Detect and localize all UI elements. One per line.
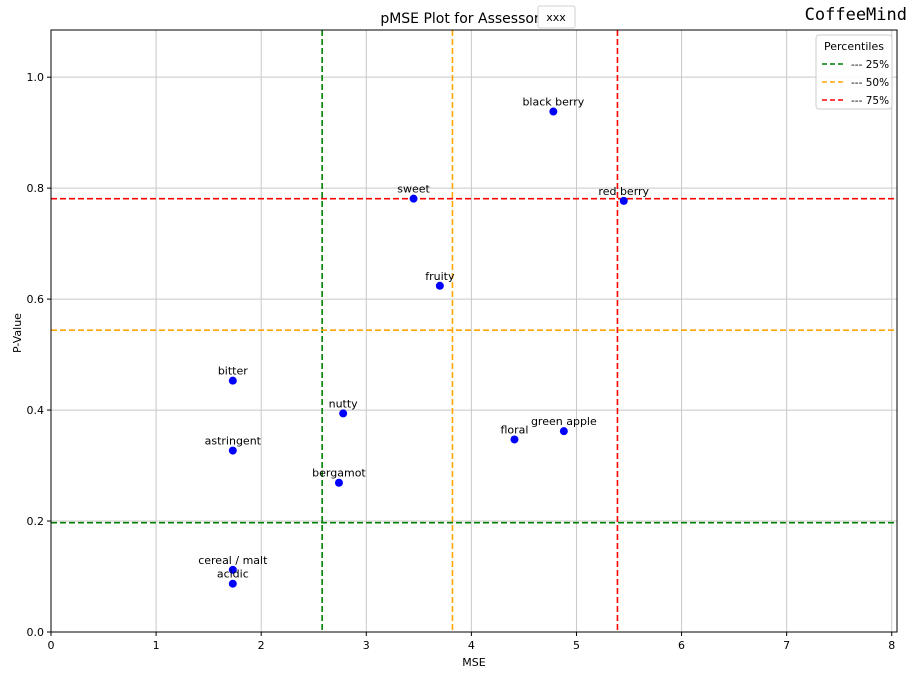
point-label-green-apple: green apple: [531, 415, 597, 428]
percentile-lines: [51, 30, 897, 632]
y-tick-label: 0.6: [27, 293, 45, 306]
point-label-nutty: nutty: [329, 397, 359, 410]
y-tick-label: 0.8: [27, 182, 45, 195]
x-tick-label: 8: [888, 639, 895, 652]
legend-title: Percentiles: [824, 40, 884, 53]
point-label-fruity: fruity: [425, 270, 455, 283]
x-tick-label: 0: [48, 639, 55, 652]
x-tick-label: 5: [573, 639, 580, 652]
point-red-berry: [619, 196, 628, 205]
legend-entry-25: --- 25%: [822, 59, 889, 71]
point-label-bergamot: bergamot: [312, 467, 366, 480]
x-tick-label: 1: [153, 639, 160, 652]
point-layer: black berry sweet red berry fruity bitter nut…: [198, 96, 650, 588]
legend-label-25: --- 25%: [851, 59, 889, 71]
point-nutty: [339, 409, 348, 418]
x-tick-label: 3: [363, 639, 370, 652]
point-label-black-berry: black berry: [522, 96, 584, 109]
x-tick-label: 7: [783, 639, 790, 652]
point-sweet: [409, 194, 418, 203]
point-label-sweet: sweet: [397, 183, 430, 196]
point-floral: [510, 435, 519, 444]
point-bitter: [228, 376, 237, 385]
y-axis-label: P-Value: [11, 313, 24, 353]
x-tick-label: 6: [678, 639, 685, 652]
point-label-red-berry: red berry: [598, 185, 649, 198]
brand-logo: CoffeeMind: [805, 5, 907, 25]
point-astringent: [228, 446, 237, 455]
point-label-bitter: bitter: [218, 365, 248, 378]
chart-title: pMSE Plot for Assessor: [380, 11, 540, 27]
legend-entry-75: --- 75%: [822, 95, 889, 107]
point-black-berry: [549, 107, 558, 116]
title-tag-box: [537, 5, 576, 29]
tick-layer: 0 1 2 3 4 5 6 7 8 0.0 0.2 0.4 0.6 0.8 1.0: [27, 71, 896, 652]
x-tick-label: 2: [258, 639, 265, 652]
point-label-acidic: acidic: [217, 568, 249, 581]
point-label-floral: floral: [500, 423, 528, 436]
point-fruity: [435, 281, 444, 290]
legend-entry-50: --- 50%: [822, 77, 889, 89]
y-tick-label: 0.2: [27, 515, 45, 528]
point-label-cereal-malt: cereal / malt: [198, 554, 268, 567]
point-label-astringent: astringent: [205, 435, 262, 448]
legend-label-50: --- 50%: [851, 77, 889, 89]
legend-box: [815, 34, 893, 110]
legend: Percentiles --- 25% --- 50% --- 75%: [815, 34, 893, 110]
legend-label-75: --- 75%: [851, 95, 889, 107]
x-tick-label: 4: [468, 639, 475, 652]
plot-frame: [50, 29, 898, 633]
y-tick-label: 0.0: [27, 626, 45, 639]
axes-layer: [50, 29, 898, 633]
x-axis-label: MSE: [462, 656, 485, 669]
grid-layer: [50, 30, 897, 633]
point-green-apple: [559, 427, 568, 436]
y-tick-label: 1.0: [27, 71, 45, 84]
point-cereal-malt: [228, 565, 237, 574]
y-tick-label: 0.4: [27, 404, 45, 417]
title-tag-text: xxx: [546, 11, 566, 24]
title-tag: xxx: [537, 5, 576, 29]
point-bergamot: [334, 478, 343, 487]
point-acidic: [228, 579, 237, 588]
